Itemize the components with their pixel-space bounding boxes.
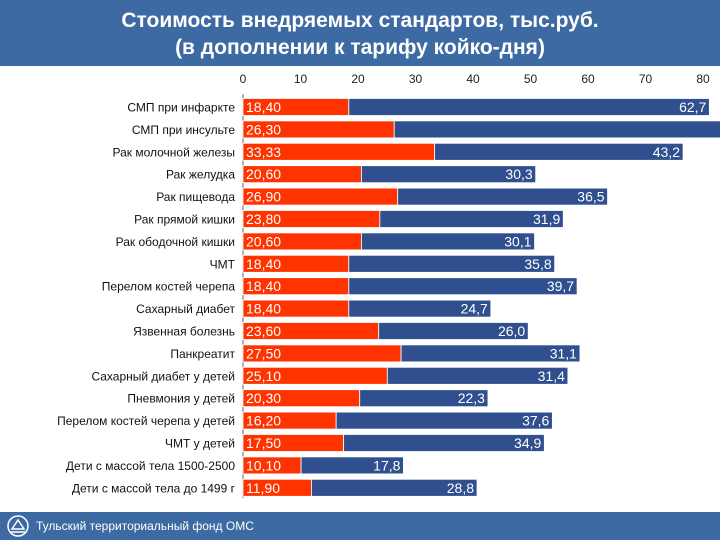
bar-series2 [359,389,489,408]
category-label: Панкреатит [170,347,235,361]
chart-title-line1: Стоимость внедряемых стандартов, тыс.руб… [121,9,599,32]
category-label: Рак пищевода [156,190,235,204]
x-tick-label: 50 [524,72,538,86]
category-label: СМП при инфаркте [127,101,235,115]
bar-series2 [400,344,581,363]
data-label-series2: 17,8 [373,457,400,473]
category-label: Рак ободочной кишки [116,235,235,249]
chart-title-line2: (в дополнении к тарифу койко-дня) [175,36,545,59]
data-label-series1: 26,30 [246,121,281,137]
x-tick-label: 20 [351,72,365,86]
bar-series2 [300,456,404,475]
data-label-series2: 28,8 [447,480,474,496]
category-label: Пневмония у детей [127,392,235,406]
category-label: ЧМТ у детей [165,437,235,451]
data-label-series1: 18,40 [246,256,281,272]
bar-series2 [348,299,492,318]
data-label-series2: 30,3 [505,166,532,182]
category-label: СМП при инсульте [132,123,235,137]
data-label-series1: 18,40 [246,301,281,317]
data-label-series2: 31,1 [550,345,577,361]
data-label-series2: 36,5 [577,189,604,205]
bar-series2 [393,120,720,139]
x-tick-label: 10 [294,72,308,86]
category-label: Рак желудка [166,168,235,182]
category-label: Сахарный диабет у детей [91,369,235,383]
bar-series2 [311,478,478,497]
bar-series2 [434,142,684,161]
x-tick-label: 0 [240,72,247,86]
bar-chart: 0 10 20 30 40 50 60 70 80 СМП при инфаркте 18,40 62… [57,72,720,498]
data-label-series1: 26,90 [246,189,281,205]
category-label: Перелом костей черепа у детей [57,414,235,428]
data-label-series1: 11,90 [246,480,280,496]
category-label: Рак молочной железы [112,145,235,159]
data-label-series2: 43,2 [653,144,680,160]
data-label-series1: 27,50 [246,345,281,361]
x-tick-label: 40 [466,72,480,86]
data-label-series2: 31,4 [538,368,565,384]
category-label: Дети с массой тела 1500-2500 [66,459,235,473]
data-label-series1: 18,40 [246,99,281,115]
footer-bar: Тульский территориальный фонд ОМС [0,512,720,540]
data-label-series2: 30,1 [504,233,531,249]
bar-series2 [379,210,564,228]
bar-series2 [343,434,545,452]
x-tick-label: 60 [581,72,595,86]
data-label-series1: 25,10 [246,368,281,384]
x-tick-label: 80 [696,72,710,86]
x-tick-label: 70 [639,72,653,86]
data-label-series1: 16,20 [246,413,281,429]
data-label-series2: 62,7 [679,99,706,115]
bar-series2 [361,165,537,184]
data-label-series2: 22,3 [458,390,485,406]
data-label-series2: 37,6 [522,413,549,429]
data-label-series1: 10,10 [246,457,281,473]
data-label-series2: 35,8 [524,256,551,272]
bar-series2 [378,322,529,340]
category-label: Язвенная болезнь [133,325,235,339]
data-label-series1: 23,80 [246,211,281,227]
data-label-series2: 31,9 [533,211,560,227]
data-label-series2: 24,7 [461,301,488,317]
bar-series2 [335,411,553,430]
bar-series2 [348,98,710,116]
data-label-series1: 20,60 [246,233,281,249]
category-label: ЧМТ [210,257,236,271]
data-label-series1: 20,60 [246,166,281,182]
bar-series2 [348,254,556,273]
data-label-series1: 18,40 [246,278,281,294]
bar-series2 [397,187,608,206]
data-label-series1: 23,60 [246,323,281,339]
fund-logo-icon [7,515,29,537]
bar-series2 [348,277,578,296]
data-label-series2: 39,7 [547,278,574,294]
plot-area [243,94,703,498]
bar-series2 [386,366,569,385]
data-label-series1: 17,50 [246,435,281,451]
data-label-series1: 33,33 [246,144,281,160]
category-label: Сахарный диабет [136,302,235,316]
x-tick-label: 30 [409,72,423,86]
data-label-series1: 20,30 [246,390,281,406]
data-label-series2: 26,0 [498,323,525,339]
category-label: Перелом костей черепа [102,280,236,294]
data-label-series2: 34,9 [514,435,541,451]
bar-series2 [361,232,535,251]
footer-org-name: Тульский территориальный фонд ОМС [36,519,254,533]
category-label: Дети с массой тела до 1499 г [72,481,236,495]
header-banner: Стоимость внедряемых стандартов, тыс.руб… [0,0,720,66]
category-label: Рак прямой кишки [134,213,235,227]
